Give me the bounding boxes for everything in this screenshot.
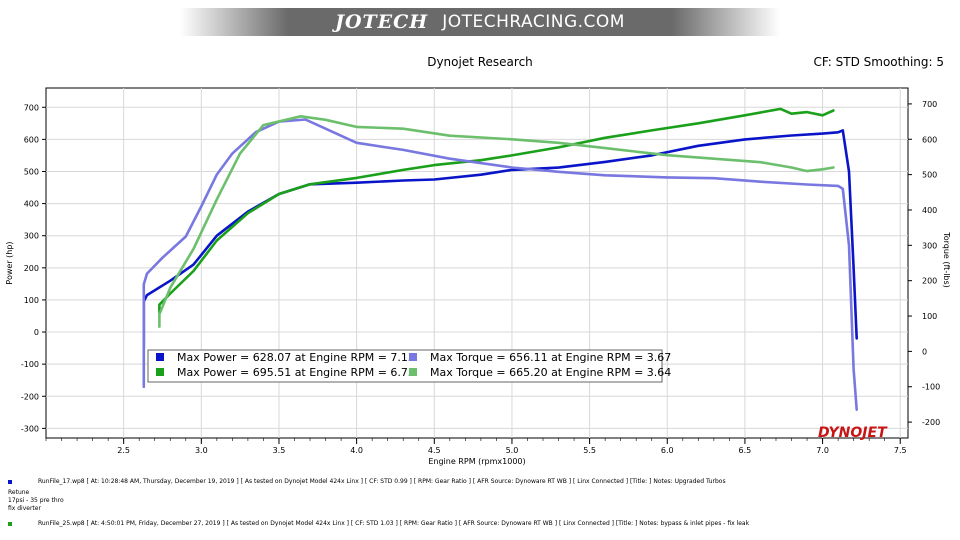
y-right-tick-label: 400 bbox=[922, 206, 937, 215]
y-left-tick-label: 300 bbox=[24, 232, 39, 241]
y-right-tick-label: 100 bbox=[922, 312, 937, 321]
x-tick-label: 6.0 bbox=[661, 446, 674, 455]
x-tick-label: 6.5 bbox=[739, 446, 752, 455]
legend-swatch bbox=[156, 368, 164, 376]
series-line-4 bbox=[158, 115, 835, 328]
x-tick-label: 7.0 bbox=[816, 446, 829, 455]
plot-area bbox=[45, 87, 909, 439]
axis-ticks: 2.5 3.0 3.5 4.0 4.5 5.0 5.5 6.0 6.5 7.0 7.5 -300 -20… bbox=[21, 100, 940, 455]
series-line-1 bbox=[142, 129, 859, 350]
legend-swatch bbox=[156, 353, 164, 361]
legend-entry: Max Torque = 665.20 at Engine RPM = 3.64 bbox=[430, 366, 671, 379]
run-file-25-line: RunFile_25.wp8 [ At: 4:50:01 PM, Friday,… bbox=[8, 520, 749, 528]
y-right-tick-label: 700 bbox=[922, 100, 937, 109]
run-note: 17psi - 35 pre thro bbox=[8, 497, 64, 504]
y-left-tick-label: -300 bbox=[21, 424, 39, 433]
y-right-tick-label: -100 bbox=[922, 383, 940, 392]
x-tick-label: 3.0 bbox=[195, 446, 208, 455]
legend-swatch bbox=[409, 353, 417, 361]
legend-swatch bbox=[409, 368, 417, 376]
y-left-tick-label: 600 bbox=[24, 135, 39, 144]
y-left-tick-label: -100 bbox=[21, 360, 39, 369]
y-right-tick-label: 0 bbox=[922, 347, 927, 356]
chart-title: Dynojet Research bbox=[427, 55, 533, 69]
y-left-tick-label: 0 bbox=[34, 328, 39, 337]
x-tick-label: 3.5 bbox=[273, 446, 286, 455]
x-tick-label: 5.0 bbox=[506, 446, 519, 455]
x-tick-label: 7.5 bbox=[894, 446, 907, 455]
series-line-3 bbox=[142, 118, 859, 412]
x-tick-label: 4.5 bbox=[428, 446, 441, 455]
y-left-tick-label: 700 bbox=[24, 103, 39, 112]
y-right-tick-label: 500 bbox=[922, 171, 937, 180]
x-tick-label: 4.0 bbox=[350, 446, 363, 455]
y-left-tick-label: -200 bbox=[21, 392, 39, 401]
series-line-2 bbox=[158, 107, 835, 315]
y-left-tick-label: 200 bbox=[24, 264, 39, 273]
legend-entry: Max Power = 628.07 at Engine RPM = 7.13 bbox=[177, 351, 415, 364]
run-note: fix diverter bbox=[8, 505, 41, 512]
legend: Max Power = 628.07 at Engine RPM = 7.13 … bbox=[147, 349, 671, 383]
y-left-tick-label: 100 bbox=[24, 296, 39, 305]
dynojet-logo: DYNOJET bbox=[818, 425, 888, 441]
run-file-25-text: RunFile_25.wp8 [ At: 4:50:01 PM, Friday,… bbox=[38, 520, 750, 527]
y-right-tick-label: 600 bbox=[922, 135, 937, 144]
run-file-17-line: RunFile_17.wp8 [ At: 10:28:48 AM, Thursd… bbox=[8, 478, 726, 486]
y-right-tick-label: 300 bbox=[922, 241, 937, 250]
y-axis-right-label: Torque (ft-lbs) bbox=[942, 231, 951, 288]
legend-box bbox=[147, 349, 663, 383]
y-left-tick-label: 500 bbox=[24, 167, 39, 176]
header-banner: JOTECH JOTECHRACING.COM bbox=[180, 8, 780, 36]
y-right-tick-label: -200 bbox=[922, 418, 940, 427]
y-left-tick-label: 400 bbox=[24, 200, 39, 209]
legend-entry: Max Torque = 656.11 at Engine RPM = 3.67 bbox=[430, 351, 671, 364]
run-note: Retune bbox=[8, 489, 30, 496]
correction-factor-label: CF: STD Smoothing: 5 bbox=[813, 55, 944, 69]
run-color-swatch bbox=[8, 479, 12, 484]
x-axis-label: Engine RPM (rpmx1000) bbox=[428, 457, 525, 466]
run-color-swatch bbox=[8, 521, 12, 526]
legend-entry: Max Power = 695.51 at Engine RPM = 6.73 bbox=[177, 366, 415, 379]
series-lines bbox=[142, 107, 859, 412]
brand-logo: JOTECH bbox=[335, 11, 429, 33]
site-url: JOTECHRACING.COM bbox=[442, 12, 625, 32]
y-right-tick-label: 200 bbox=[922, 277, 937, 286]
x-tick-label: 2.5 bbox=[117, 446, 130, 455]
run-file-17-text: RunFile_17.wp8 [ At: 10:28:48 AM, Thursd… bbox=[38, 478, 726, 485]
y-axis-left-label: Power (hp) bbox=[5, 241, 14, 284]
x-tick-label: 5.5 bbox=[583, 446, 596, 455]
